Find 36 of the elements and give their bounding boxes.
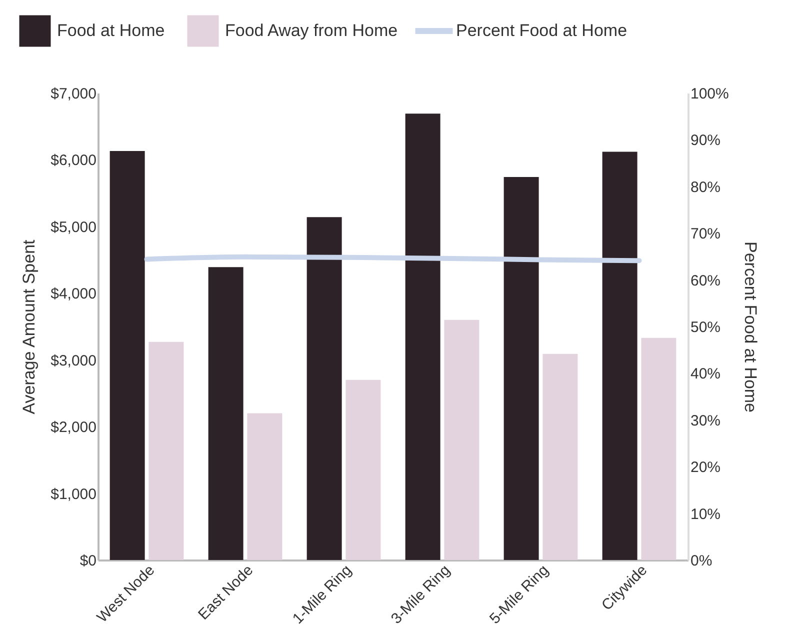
bar [504, 177, 539, 560]
bar [542, 354, 578, 560]
bar [306, 217, 342, 560]
legend-label: Percent Food at Home [456, 21, 628, 40]
bar [208, 267, 244, 560]
y2-tick-label: 60% [690, 272, 721, 290]
y-tick-label: $5,000 [50, 218, 96, 236]
y-axis-title: Average Amount Spent [20, 239, 39, 414]
y2-axis-title: Percent Food at Home [740, 241, 760, 413]
y2-tick-label: 50% [690, 319, 721, 336]
bar [247, 413, 282, 560]
bar [346, 380, 381, 560]
bar [641, 338, 676, 560]
y2-tick-label: 70% [690, 226, 721, 243]
bar [444, 320, 480, 560]
y-tick-label: $7,000 [50, 86, 96, 102]
bar [405, 114, 440, 560]
y-tick-label: $1,000 [50, 486, 96, 503]
y2-tick-label: 40% [690, 366, 721, 383]
y-tick-label: $6,000 [50, 152, 96, 170]
y2-tick-label: 10% [690, 506, 721, 523]
y-tick-label: $3,000 [50, 352, 96, 370]
bar [148, 342, 184, 560]
legend-label: Food Away from Home [225, 21, 398, 40]
y-tick-label: $2,000 [50, 419, 96, 436]
y-tick-label: $0 [80, 552, 96, 570]
y2-tick-label: 80% [690, 178, 721, 196]
y2-tick-label: 30% [690, 412, 721, 430]
y2-tick-label: 90% [690, 132, 721, 150]
y2-tick-label: 100% [690, 86, 729, 102]
legend-label: Food at Home [57, 21, 165, 40]
y2-tick-label: 0% [690, 552, 712, 570]
y-tick-label: $4,000 [50, 286, 96, 303]
y2-tick-label: 20% [690, 459, 721, 476]
bar [110, 151, 145, 560]
bar [602, 152, 638, 560]
